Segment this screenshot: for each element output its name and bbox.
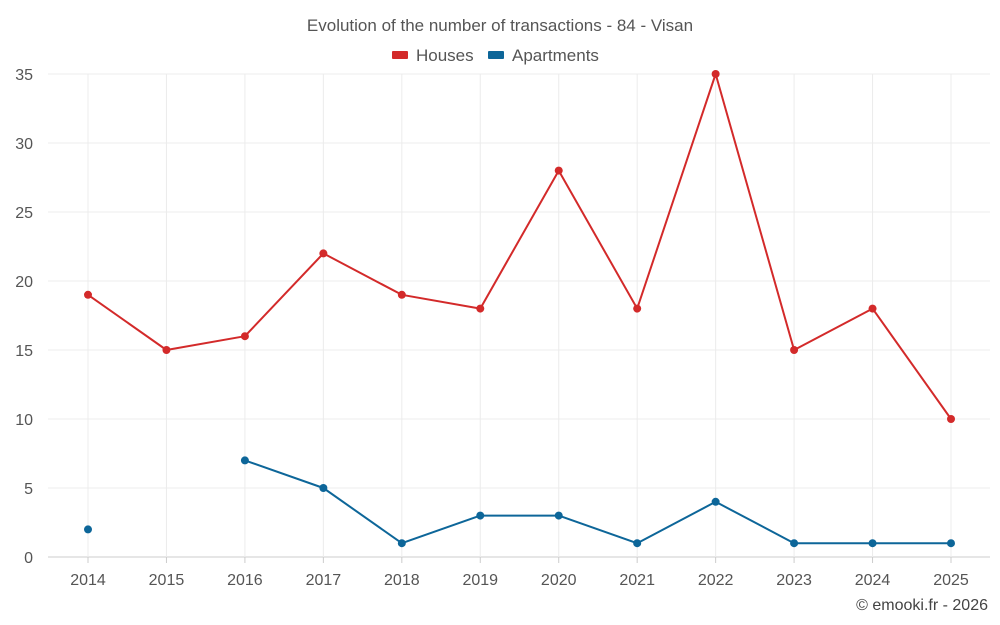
data-point-houses-2016[interactable] xyxy=(240,332,249,341)
x-tick-label: 2023 xyxy=(776,572,812,589)
data-point-houses-2020[interactable] xyxy=(554,166,563,175)
legend[interactable]: Houses Apartments xyxy=(392,46,599,65)
data-point-houses-2014[interactable] xyxy=(84,290,92,299)
x-tick-label: 2020 xyxy=(541,572,577,589)
data-point-apartments-2014[interactable] xyxy=(84,525,92,534)
x-tick-label: 2022 xyxy=(698,572,734,589)
x-tick-label: 2017 xyxy=(306,572,342,589)
legend-item-houses[interactable]: Houses xyxy=(392,46,474,65)
credit-text: © emooki.fr - 2026 xyxy=(856,597,988,614)
x-tick-label: 2016 xyxy=(227,572,263,589)
x-tick-label: 2025 xyxy=(933,572,969,589)
series xyxy=(84,70,955,548)
x-tick-label: 2024 xyxy=(855,572,891,589)
data-point-apartments-2017[interactable] xyxy=(319,484,328,492)
data-point-houses-2021[interactable] xyxy=(633,304,642,313)
grid xyxy=(48,73,990,558)
y-tick-label: 35 xyxy=(15,67,33,84)
data-point-apartments-2019[interactable] xyxy=(476,511,485,520)
data-point-houses-2017[interactable] xyxy=(319,249,328,258)
data-point-apartments-2020[interactable] xyxy=(554,511,563,520)
series-houses xyxy=(84,70,955,423)
data-point-houses-2018[interactable] xyxy=(397,290,406,299)
series-line-apartments xyxy=(244,459,951,545)
chart-title: Evolution of the number of transactions … xyxy=(307,16,693,35)
data-point-houses-2022[interactable] xyxy=(711,70,720,78)
data-point-apartments-2016[interactable] xyxy=(240,456,249,465)
x-tick-label: 2018 xyxy=(384,572,420,589)
y-tick-label: 15 xyxy=(15,343,33,360)
data-point-apartments-2023[interactable] xyxy=(790,539,799,548)
data-point-apartments-2024[interactable] xyxy=(868,539,877,548)
data-point-houses-2023[interactable] xyxy=(790,346,799,354)
y-tick-label: 5 xyxy=(24,481,33,498)
data-point-apartments-2022[interactable] xyxy=(711,497,720,506)
data-point-apartments-2025[interactable] xyxy=(947,539,955,548)
x-tick-label: 2015 xyxy=(149,572,185,589)
legend-swatch-apartments xyxy=(488,51,504,59)
x-tick-label: 2021 xyxy=(619,572,655,589)
data-point-houses-2019[interactable] xyxy=(476,304,485,313)
data-point-houses-2015[interactable] xyxy=(162,346,171,354)
legend-label-houses[interactable]: Houses xyxy=(416,46,474,65)
legend-swatch-houses xyxy=(392,51,408,59)
data-point-houses-2024[interactable] xyxy=(868,304,877,313)
series-apartments xyxy=(84,456,955,548)
data-point-apartments-2021[interactable] xyxy=(633,539,642,548)
y-tick-label: 30 xyxy=(15,136,33,153)
series-line-houses xyxy=(87,73,952,420)
x-tick-label: 2019 xyxy=(462,572,498,589)
legend-label-apartments[interactable]: Apartments xyxy=(512,46,599,65)
y-tick-label: 0 xyxy=(24,550,33,567)
data-point-apartments-2018[interactable] xyxy=(397,539,406,548)
y-axis: 0 5 10 15 20 25 30 35 xyxy=(15,67,33,567)
y-tick-label: 10 xyxy=(15,412,33,429)
y-tick-label: 20 xyxy=(15,274,33,291)
x-tick-label: 2014 xyxy=(70,572,106,589)
data-point-houses-2025[interactable] xyxy=(947,415,955,423)
y-tick-label: 25 xyxy=(15,205,33,222)
x-axis: 2014 2015 2016 2017 2018 2019 2020 2021 2022 2023… xyxy=(70,557,969,589)
legend-item-apartments[interactable]: Apartments xyxy=(488,46,599,65)
